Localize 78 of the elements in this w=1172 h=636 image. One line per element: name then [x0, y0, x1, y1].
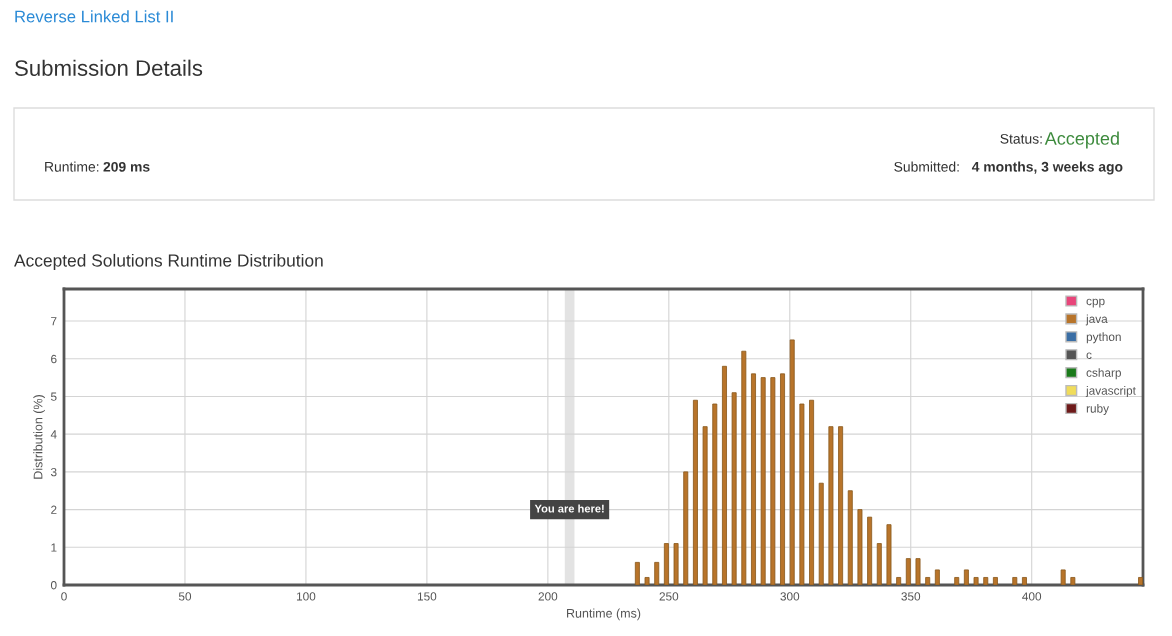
bar	[896, 577, 902, 585]
bar	[799, 403, 805, 585]
bar	[692, 399, 698, 585]
bar	[876, 543, 882, 585]
bar	[673, 543, 679, 585]
x-tick-label: 0	[61, 592, 67, 601]
bar	[721, 365, 727, 585]
band-label: You are here!	[534, 504, 604, 513]
bar	[789, 339, 795, 585]
bar	[828, 426, 834, 585]
x-axis-title: Runtime (ms)	[567, 608, 641, 621]
bar	[654, 561, 660, 585]
x-tick-label: 100	[296, 592, 316, 601]
legend-label: java	[1085, 314, 1108, 326]
bar	[741, 350, 747, 585]
legend-label: javascript	[1085, 386, 1136, 398]
bar	[847, 490, 853, 585]
bar	[1060, 569, 1066, 585]
bar	[1138, 577, 1143, 585]
bar	[770, 377, 776, 585]
bar	[905, 558, 911, 585]
y-tick-label: 7	[51, 317, 57, 326]
bar	[731, 392, 737, 585]
text: 209 ms	[103, 161, 150, 172]
legend-label: c	[1086, 352, 1092, 359]
bar	[760, 377, 766, 585]
bar	[973, 577, 979, 585]
bar	[818, 482, 824, 585]
bar	[644, 577, 650, 585]
x-tick-label: 50	[178, 592, 192, 601]
bar	[857, 509, 863, 585]
y-tick-label: 2	[51, 505, 57, 514]
bar	[712, 403, 718, 585]
chart-title: Accepted Solutions Runtime Distribution	[14, 253, 323, 271]
x-tick-label: 150	[417, 592, 437, 601]
legend-label: ruby	[1086, 403, 1109, 415]
bar	[925, 577, 931, 585]
bar	[992, 577, 998, 585]
bar	[934, 569, 940, 585]
bar	[954, 577, 960, 585]
bar	[915, 558, 921, 585]
text: Reverse Linked List II	[15, 10, 173, 23]
x-tick-label: 400	[1022, 592, 1042, 601]
legend-label: python	[1086, 332, 1121, 344]
bar	[702, 426, 708, 585]
y-tick-label: 4	[50, 430, 57, 439]
y-tick-label: 6	[51, 354, 57, 364]
bar	[838, 426, 844, 585]
bar	[1021, 577, 1027, 585]
x-tick-label: 200	[538, 592, 558, 601]
bar	[963, 569, 969, 585]
text: Runtime:	[45, 161, 99, 172]
text: Accepted	[1044, 131, 1119, 149]
bar	[683, 471, 689, 585]
bar	[809, 399, 815, 585]
bar	[1070, 577, 1076, 585]
y-tick-label: 3	[50, 467, 57, 477]
bar	[634, 561, 640, 585]
bar	[983, 577, 989, 585]
bar	[663, 543, 669, 585]
y-tick-label: 1	[51, 543, 57, 552]
text: 4 months, 3 weeks ago	[971, 161, 1123, 175]
text: Status:	[1000, 133, 1042, 144]
bar	[751, 373, 756, 585]
legend-label: csharp	[1086, 368, 1121, 380]
bar	[780, 373, 785, 585]
bar	[1012, 577, 1018, 585]
x-tick-label: 350	[901, 592, 921, 601]
y-axis-title: Distribution (%)	[33, 395, 45, 479]
text: Submission Details	[15, 59, 203, 76]
y-tick-label: 5	[50, 392, 57, 401]
text: Submitted:	[894, 161, 959, 172]
legend-label: cpp	[1086, 298, 1105, 308]
x-tick-label: 300	[780, 592, 800, 601]
bar	[867, 516, 873, 585]
bar	[886, 524, 892, 585]
y-tick-label: 0	[50, 581, 57, 590]
x-tick-label: 250	[659, 592, 679, 601]
